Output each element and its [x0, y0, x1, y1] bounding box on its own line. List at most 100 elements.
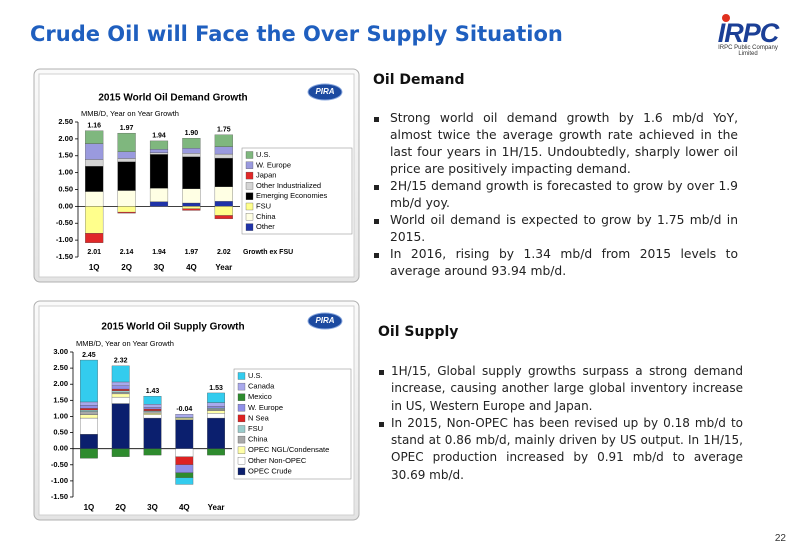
total-label: 1.43: [146, 388, 160, 395]
x-tick-label: 4Q: [179, 503, 190, 512]
bar-segment: [207, 410, 225, 414]
x-tick-label: 4Q: [186, 263, 197, 272]
x-tick-label: Year: [208, 503, 225, 512]
bar-segment: [80, 448, 98, 459]
legend-swatch: [237, 457, 246, 465]
bar-segment: [85, 143, 104, 160]
bar-segment: [85, 130, 104, 144]
bar-segment: [207, 402, 225, 407]
badge: [307, 83, 343, 101]
footer-value: 1.97: [185, 249, 199, 256]
bar-segment: [175, 417, 194, 420]
bar-segment: [207, 406, 225, 409]
bullet: 1H/15, Global supply growths surpass a s…: [379, 363, 743, 415]
footer-value: 2.02: [217, 249, 231, 256]
legend-label: U.S.: [256, 150, 271, 159]
footer-label: Growth ex FSU: [243, 249, 293, 256]
bar-segment: [85, 206, 104, 234]
bullet: World oil demand is expected to grow by …: [372, 212, 738, 246]
bar-segment: [111, 381, 130, 386]
bar-segment: [149, 140, 169, 150]
bar-segment: [80, 411, 98, 415]
bar-segment: [143, 413, 162, 415]
total-label: 1.94: [152, 133, 166, 140]
y-tick-label: -1.50: [51, 492, 68, 501]
chart-title: 2015 World Oil Supply Growth: [101, 322, 244, 333]
legend-swatch: [237, 467, 246, 476]
y-tick-label: 0.50: [53, 428, 68, 437]
bar-segment: [175, 464, 194, 473]
bar-segment: [117, 211, 136, 214]
logo: IRPC IRPC Public Company Limited: [708, 14, 788, 57]
bar-segment: [175, 448, 194, 457]
total-label: 2.45: [82, 352, 96, 359]
bar-segment: [143, 417, 162, 449]
bar-segment: [80, 409, 98, 412]
bar-segment: [182, 156, 201, 189]
logo-text: IRPC: [717, 18, 780, 48]
total-label: -0.04: [176, 406, 192, 413]
legend-label: OPEC NGL/Condensate: [248, 445, 329, 454]
bar-segment: [207, 408, 225, 411]
section-heading: Oil Demand: [373, 72, 465, 88]
total-label: 1.97: [120, 125, 134, 132]
bar-segment: [143, 408, 162, 411]
bar-segment: [80, 401, 98, 406]
bar-segment: [149, 154, 169, 189]
bar-segment: [207, 417, 225, 449]
total-label: 1.90: [185, 130, 199, 137]
bar-segment: [80, 434, 98, 449]
legend-label: W. Europe: [256, 160, 291, 169]
x-tick-label: 3Q: [154, 263, 165, 272]
legend-swatch: [245, 213, 254, 221]
bullet: Strong world oil demand growth by 1.6 mb…: [372, 110, 738, 178]
y-tick-label: 1.00: [53, 411, 68, 420]
x-tick-label: 1Q: [89, 263, 100, 272]
bar-segment: [111, 396, 130, 404]
supply-chart: 2015 World Oil Supply Growth MMB/D, Year …: [33, 300, 360, 521]
bar-segment: [214, 206, 233, 216]
bar-segment: [80, 417, 98, 435]
y-tick-label: 1.50: [53, 395, 68, 404]
bar-segment: [214, 153, 233, 159]
demand-bullets: Strong world oil demand growth by 1.6 mb…: [372, 110, 738, 280]
total-label: 1.16: [87, 123, 101, 130]
bar-segment: [207, 448, 225, 456]
bar-segment: [182, 153, 201, 157]
bar-segment: [149, 188, 169, 202]
legend-swatch: [237, 372, 246, 380]
bar-segment: [175, 414, 194, 418]
bar-segment: [80, 414, 98, 419]
bullet: In 2016, rising by 1.34 mb/d from 2015 l…: [372, 246, 738, 280]
y-tick-label: 0.50: [58, 184, 73, 193]
y-tick-label: 0.00: [53, 444, 68, 453]
logo-subtitle: IRPC Public Company Limited: [718, 45, 778, 57]
legend-box: [241, 147, 353, 235]
badge-text: PIRA: [315, 87, 334, 96]
total-label: 2.32: [114, 358, 128, 365]
bar-segment: [111, 403, 130, 449]
bar-segment: [182, 202, 201, 207]
bar-segment: [182, 188, 201, 204]
bar-segment: [111, 448, 130, 457]
y-tick-label: -1.00: [51, 476, 68, 485]
bar-segment: [117, 132, 136, 152]
legend-swatch: [245, 223, 254, 231]
bar-segment: [80, 408, 98, 411]
bar-segment: [214, 146, 233, 155]
chart-title: 2015 World Oil Demand Growth: [98, 93, 247, 104]
y-tick-label: -1.50: [56, 252, 73, 261]
slide-title: Crude Oil will Face the Over Supply Situ…: [30, 22, 563, 46]
bullet: In 2015, Non-OPEC has been revised up by…: [379, 415, 743, 484]
y-tick-label: 1.50: [58, 151, 73, 160]
legend-swatch: [237, 435, 246, 444]
bar-segment: [80, 405, 98, 409]
bar-segment: [143, 404, 162, 408]
x-tick-label: 3Q: [147, 503, 158, 512]
legend-box: [233, 368, 352, 480]
bar-segment: [143, 448, 162, 456]
legend-swatch: [245, 202, 254, 211]
legend-label: OPEC Crude: [248, 466, 292, 475]
bar-segment: [175, 419, 194, 449]
